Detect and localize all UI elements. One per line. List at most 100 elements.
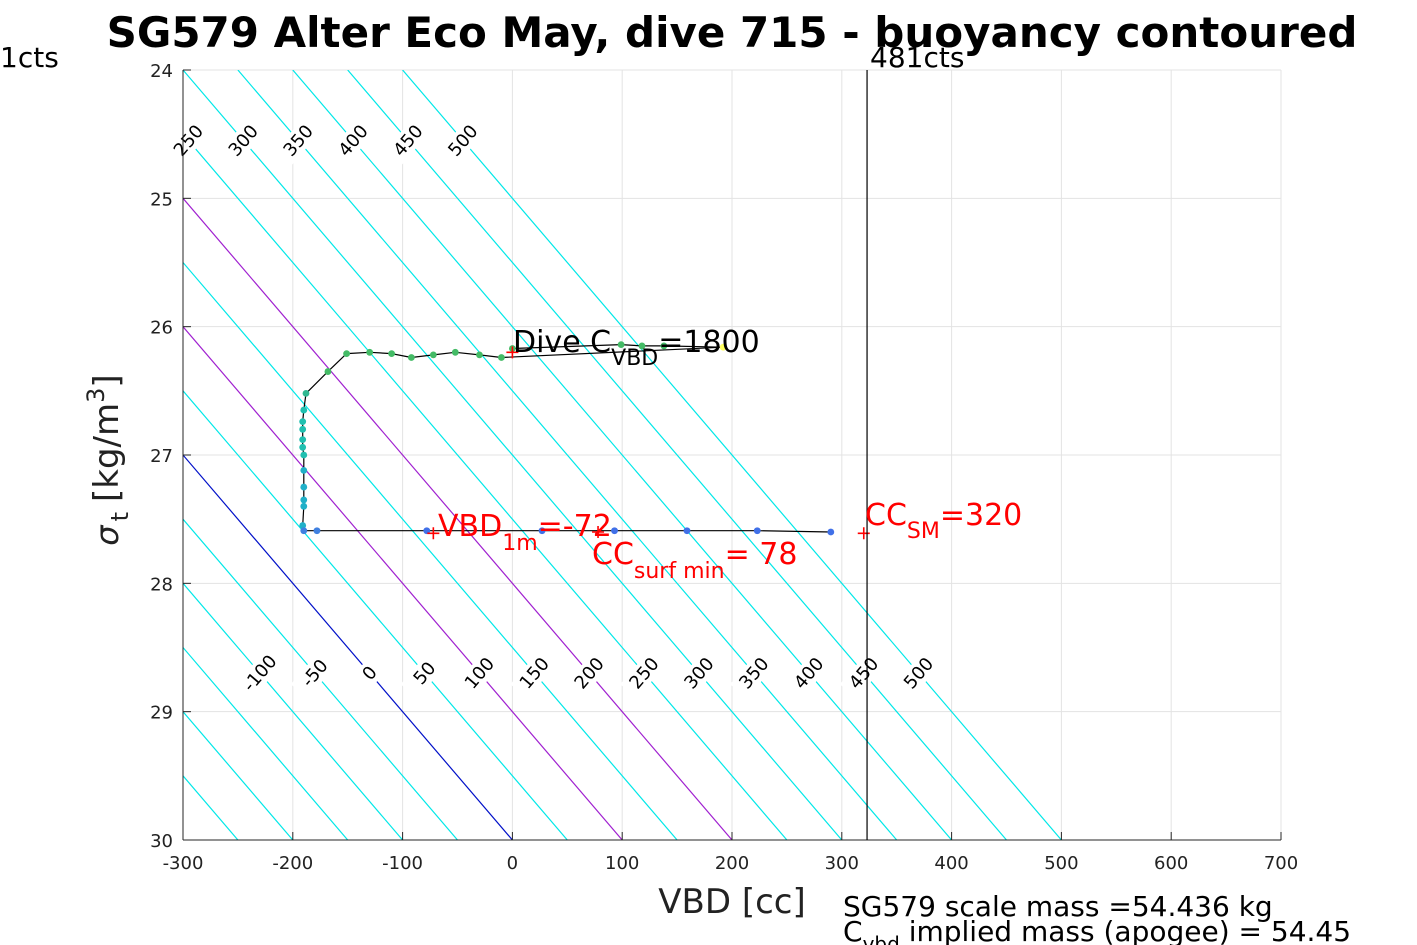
data-point — [299, 443, 307, 451]
y-tick-label: 24 — [150, 61, 173, 82]
contour-line — [402, 70, 1062, 840]
contour-label-bg — [439, 115, 487, 166]
x-tick-label: 600 — [1154, 853, 1188, 874]
data-point — [299, 418, 307, 426]
contour-label-bg — [345, 647, 394, 699]
data-point — [660, 342, 668, 350]
dive-cvbd-annotation: Dive CVBD=1800 — [513, 325, 760, 371]
data-point — [498, 354, 505, 361]
contour-label-bg — [675, 647, 724, 699]
data-point — [719, 343, 727, 351]
contour-line — [237, 70, 898, 840]
x-tick-label: 100 — [605, 853, 639, 874]
contour-label-bg — [400, 647, 449, 699]
contour-label-bg — [839, 647, 888, 699]
implied-mass-text: Cvbd implied mass (apogee) = 54.45 — [843, 915, 1351, 945]
contour-line — [183, 389, 568, 840]
data-point — [300, 451, 308, 459]
data-point — [300, 467, 308, 474]
y-tick-label: 29 — [150, 703, 173, 724]
data-point — [638, 342, 646, 350]
contour-line — [183, 646, 349, 840]
data-point — [313, 527, 321, 535]
dive-track-line — [302, 343, 831, 533]
contour-line — [292, 70, 953, 840]
contour-label-bg — [510, 647, 559, 699]
data-point — [300, 527, 308, 535]
scale-mass-text: SG579 scale mass =54.436 kg — [843, 890, 1273, 923]
contour-label-bg — [235, 647, 284, 699]
y-tick-label: 28 — [150, 574, 173, 595]
dive-track — [299, 341, 835, 536]
data-point — [538, 527, 546, 535]
data-point — [343, 350, 351, 358]
data-point — [366, 348, 374, 356]
x-tick-label: 0 — [507, 853, 518, 874]
data-point — [299, 425, 307, 433]
y-axis-label-close: ] — [87, 374, 127, 387]
contour-label-bg — [894, 647, 943, 699]
plus-marker — [592, 526, 605, 538]
data-point — [388, 350, 396, 358]
data-point — [299, 436, 307, 443]
data-point — [683, 527, 691, 535]
x-axis-label: VBD [cc] — [658, 882, 806, 922]
y-tick-label: 30 — [150, 831, 173, 852]
contour-label-bg — [329, 115, 378, 166]
left-top-label: 1cts — [0, 41, 59, 74]
contour-line — [183, 261, 678, 840]
contour-labels: 250 300 350 400 450 500-100 -50 0 50 100 150 200 250… — [164, 115, 943, 699]
chart-title: SG579 Alter Eco May, dive 715 - buoyancy… — [107, 8, 1358, 57]
contour-line — [183, 133, 788, 840]
contour-label-bg — [565, 647, 614, 699]
data-point — [300, 496, 308, 504]
x-tick-label: 300 — [825, 853, 859, 874]
data-point — [827, 528, 835, 536]
x-tick-label: 200 — [715, 853, 749, 874]
data-point — [451, 348, 459, 356]
contour-line — [183, 70, 843, 840]
contour-label-bg — [274, 115, 323, 166]
vline-label: 481cts — [870, 41, 964, 74]
y-axis-label-sup: 3 — [82, 388, 110, 403]
data-point — [617, 341, 625, 349]
data-point — [429, 351, 437, 359]
data-point — [407, 354, 415, 361]
contour-label-bg — [290, 647, 339, 699]
data-point — [476, 351, 483, 359]
contour-line — [183, 582, 404, 840]
contour-line — [183, 325, 623, 840]
contour-label-bg — [729, 647, 778, 699]
buoyancy-contours — [183, 70, 1062, 840]
red-markers — [427, 346, 870, 540]
x-tick-label: 400 — [934, 853, 968, 874]
contour-line — [183, 518, 458, 840]
contour-label-bg — [455, 647, 504, 699]
data-point — [423, 527, 431, 535]
contour-label-bg — [219, 115, 268, 166]
data-point — [302, 390, 310, 397]
y-axis-label-main: [kg/m — [87, 403, 127, 502]
data-point — [324, 368, 332, 375]
x-tick-label: 500 — [1044, 853, 1078, 874]
contour-label-bg — [784, 647, 833, 699]
cc-sm-annotation: CCSM=320 — [865, 498, 1022, 544]
vbd-1m-annotation: VBD1m=-72 — [438, 509, 612, 556]
axis-ticks: -300 -200 -100 0 100 200 300 400 500 600 700 24 25 26… — [150, 61, 1298, 874]
data-point — [753, 527, 761, 535]
plus-marker — [506, 346, 519, 359]
cc-surf-min-annotation: CCsurf min= 78 — [592, 537, 797, 584]
y-tick-label: 27 — [150, 446, 173, 467]
x-tick-label: -100 — [382, 853, 423, 874]
contour-line — [183, 197, 733, 840]
contour-label-bg — [164, 115, 213, 166]
plus-marker — [857, 527, 870, 540]
x-tick-label: -300 — [163, 853, 204, 874]
plus-marker — [427, 527, 440, 540]
contour-label-bg — [384, 115, 433, 166]
data-point — [300, 483, 308, 491]
y-tick-label: 26 — [150, 318, 173, 339]
y-tick-label: 25 — [150, 189, 173, 210]
x-tick-label: 700 — [1264, 853, 1298, 874]
